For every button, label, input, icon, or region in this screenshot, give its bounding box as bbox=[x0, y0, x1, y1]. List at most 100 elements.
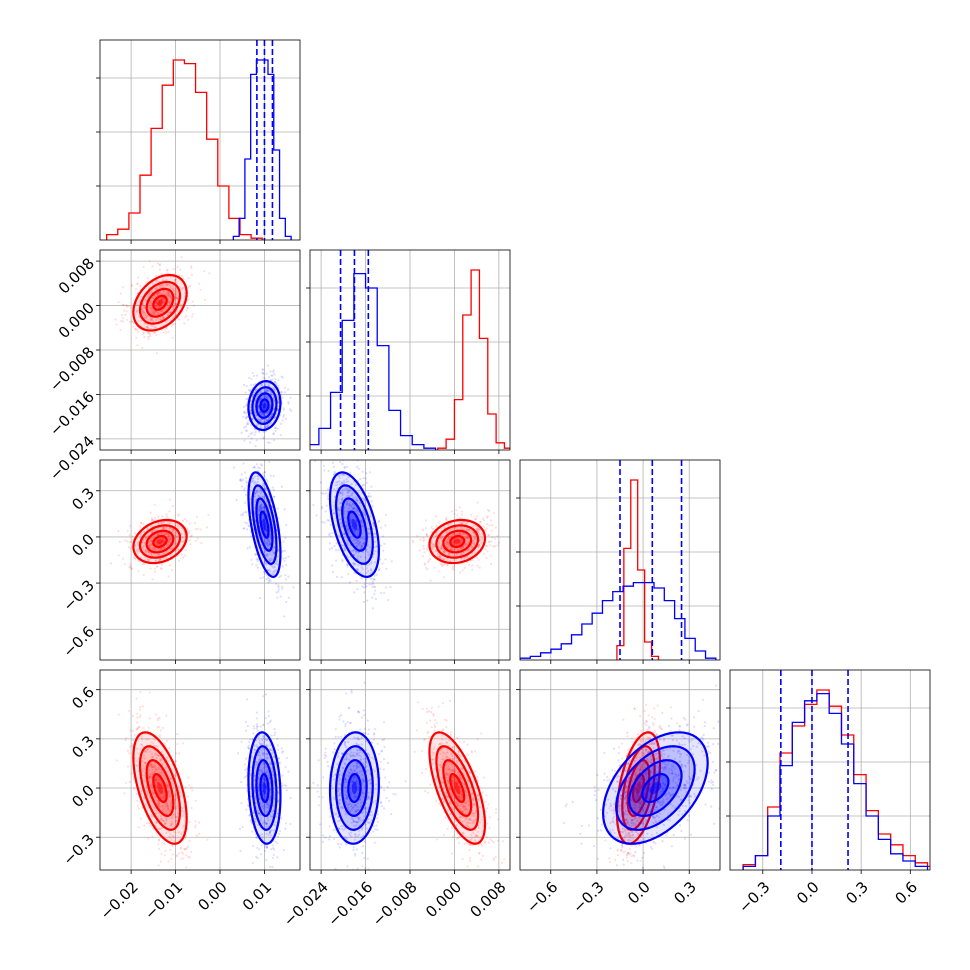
sample-point bbox=[353, 530, 356, 533]
sample-point bbox=[161, 546, 164, 550]
sample-point bbox=[158, 559, 161, 562]
sample-point bbox=[252, 374, 256, 377]
sample-point bbox=[159, 757, 162, 760]
sample-point bbox=[440, 536, 443, 539]
sample-point bbox=[154, 559, 158, 563]
sample-point bbox=[153, 312, 156, 315]
sample-point bbox=[153, 806, 156, 809]
sample-point bbox=[269, 406, 272, 409]
sample-point bbox=[146, 326, 149, 329]
sample-point bbox=[150, 305, 153, 308]
sample-point bbox=[328, 542, 331, 545]
sample-point bbox=[144, 549, 147, 552]
sample-point bbox=[130, 540, 133, 543]
sample-point bbox=[343, 481, 346, 484]
sample-point bbox=[453, 565, 456, 568]
sample-point bbox=[268, 416, 271, 419]
sample-point bbox=[370, 500, 373, 503]
sample-point bbox=[171, 528, 174, 531]
sample-point bbox=[173, 813, 176, 816]
sample-point bbox=[165, 818, 168, 821]
sample-point bbox=[262, 506, 266, 509]
sample-point bbox=[262, 695, 265, 698]
sample-point bbox=[274, 427, 277, 430]
sample-point bbox=[259, 505, 262, 508]
sample-point bbox=[277, 400, 280, 403]
contour-series-0 bbox=[145, 287, 175, 318]
sample-point bbox=[161, 804, 164, 807]
sample-point bbox=[237, 752, 240, 755]
sample-point bbox=[143, 323, 146, 326]
sample-point bbox=[341, 491, 344, 494]
sample-point bbox=[345, 480, 348, 483]
sample-point bbox=[350, 549, 353, 553]
sample-point bbox=[346, 494, 349, 497]
sample-point bbox=[153, 503, 156, 507]
sample-point bbox=[158, 735, 161, 738]
sample-point bbox=[263, 754, 266, 758]
sample-point bbox=[345, 486, 348, 489]
sample-point bbox=[259, 489, 262, 492]
sample-point bbox=[152, 755, 155, 759]
sample-point bbox=[166, 326, 169, 330]
sample-point bbox=[292, 885, 294, 887]
sample-point bbox=[326, 488, 329, 491]
sample-point bbox=[460, 513, 463, 516]
sample-point bbox=[150, 766, 154, 769]
sample-point bbox=[160, 817, 164, 820]
sample-point bbox=[478, 566, 481, 569]
sample-point bbox=[266, 538, 269, 541]
sample-point bbox=[177, 831, 180, 834]
sample-point bbox=[136, 282, 139, 285]
sample-point bbox=[281, 396, 284, 399]
sample-point bbox=[156, 726, 159, 729]
sample-point bbox=[240, 513, 243, 517]
sample-point bbox=[438, 537, 441, 540]
sample-point bbox=[290, 409, 293, 412]
sample-point bbox=[265, 478, 268, 481]
sample-point bbox=[264, 554, 267, 557]
sample-point bbox=[153, 771, 156, 774]
sample-point bbox=[276, 596, 279, 599]
sample-point bbox=[283, 615, 286, 618]
sample-point bbox=[265, 418, 268, 421]
sample-point bbox=[172, 287, 175, 290]
sample-point bbox=[253, 428, 256, 431]
sample-point bbox=[450, 535, 453, 538]
sample-point bbox=[155, 756, 158, 760]
sample-point bbox=[356, 509, 359, 512]
sample-point bbox=[167, 791, 170, 794]
sample-point bbox=[187, 856, 190, 859]
sample-point bbox=[266, 389, 269, 392]
sample-point bbox=[335, 575, 339, 579]
sample-point bbox=[359, 547, 362, 550]
sample-point bbox=[472, 544, 476, 547]
sample-point bbox=[191, 313, 194, 316]
sample-point bbox=[127, 545, 131, 549]
sample-point bbox=[257, 509, 260, 512]
sample-point bbox=[169, 824, 172, 828]
sample-point bbox=[329, 532, 332, 535]
sample-point bbox=[372, 524, 375, 527]
sample-point bbox=[339, 522, 342, 525]
sample-point bbox=[263, 571, 266, 574]
sample-point bbox=[155, 311, 158, 314]
sample-point bbox=[463, 556, 466, 559]
contour-series-1 bbox=[247, 471, 282, 579]
sample-point bbox=[148, 306, 151, 309]
sample-point bbox=[369, 546, 372, 549]
sample-point bbox=[481, 533, 484, 536]
sample-point bbox=[167, 311, 170, 314]
sample-point bbox=[445, 540, 448, 543]
sample-point bbox=[454, 533, 457, 536]
sample-point bbox=[169, 848, 172, 851]
sample-point bbox=[334, 484, 337, 487]
sample-point bbox=[350, 492, 353, 495]
sample-point bbox=[175, 297, 178, 300]
sample-point bbox=[154, 274, 157, 278]
sample-point bbox=[488, 540, 491, 544]
sample-point bbox=[194, 528, 197, 531]
sample-point bbox=[346, 527, 349, 530]
sample-point bbox=[176, 297, 179, 300]
sample-point bbox=[458, 506, 461, 509]
